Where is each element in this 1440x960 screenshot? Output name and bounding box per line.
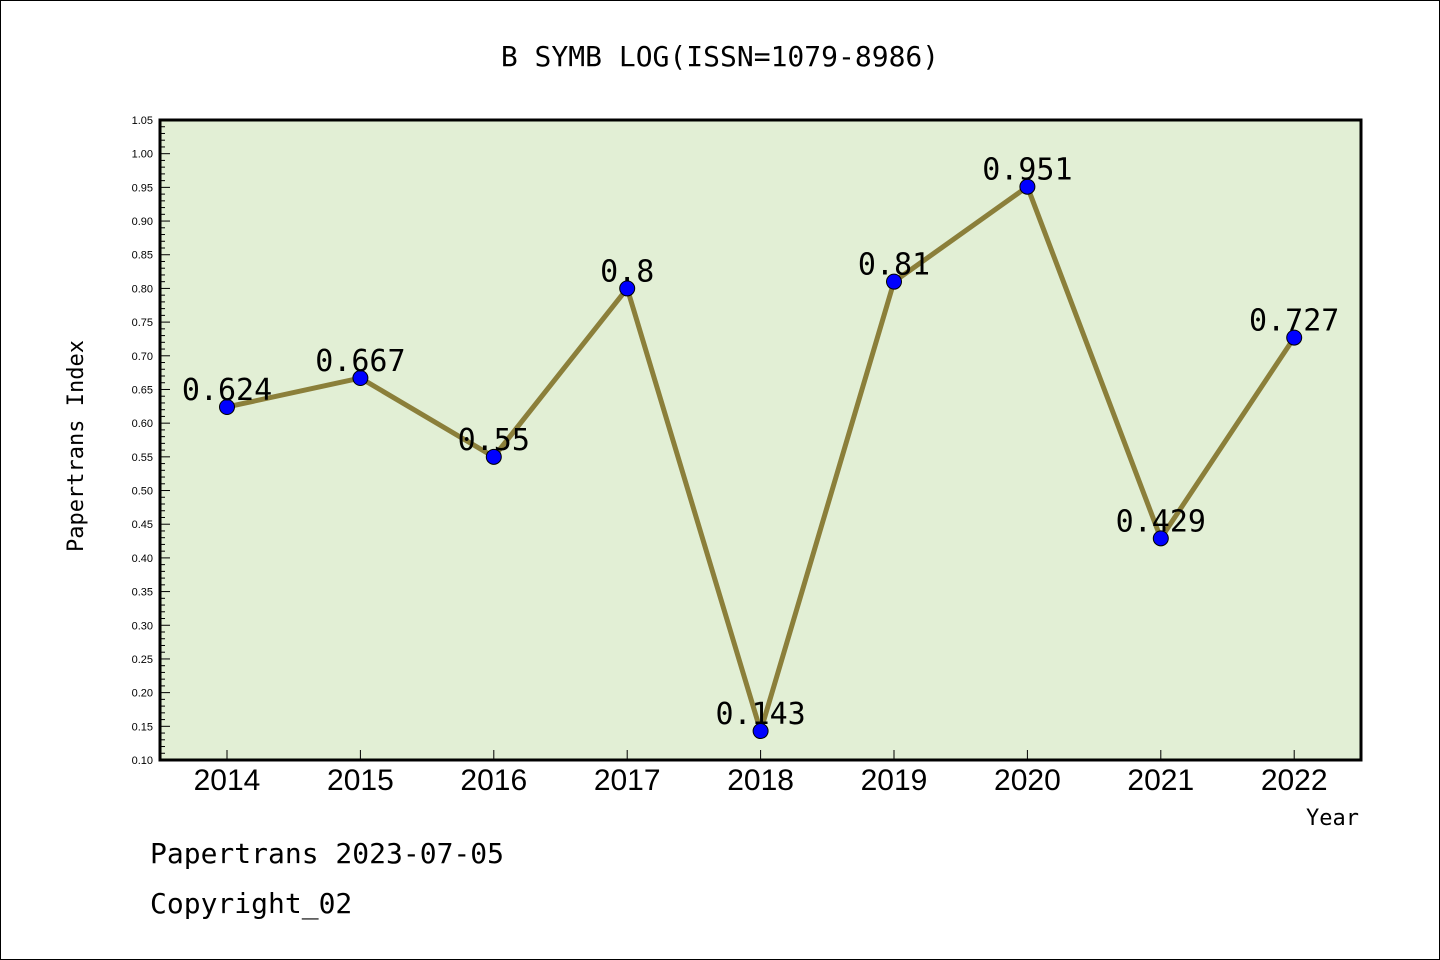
y-tick-label: 0.90 [132,216,153,228]
footer-date: Papertrans 2023-07-05 [150,837,504,870]
data-point-marker [219,398,235,415]
x-tick-label: 2019 [861,764,928,797]
y-tick-label: 0.45 [132,519,153,531]
y-tick-label: 1.00 [132,149,153,161]
data-point-marker [886,273,902,290]
x-axis-label: Year [1306,806,1359,831]
x-tick-label: 2014 [194,764,261,797]
y-tick-label: 0.75 [132,317,153,329]
data-label: 0.727 [1249,304,1339,339]
x-tick-label: 2016 [460,764,527,797]
data-label: 0.8 [600,254,654,289]
data-point-marker [1286,329,1303,346]
x-tick-label: 2015 [327,764,394,797]
footer-copyright: Copyright_02 [150,887,352,921]
y-tick-label: 0.15 [132,721,153,733]
y-tick-label: 1.05 [132,115,153,127]
data-label: 0.624 [182,373,272,408]
y-tick-label: 0.40 [132,553,153,565]
x-tick-label: 2017 [594,764,661,797]
x-tick-label: 2018 [727,764,794,797]
x-tick-label: 2022 [1261,764,1328,797]
y-tick-label: 0.50 [132,486,153,498]
x-axis-ticks: 2014 2015 2016 2017 2018 2019 2020 2021 2022 [194,750,1328,797]
data-point-marker [1019,178,1036,195]
plot-border [158,118,1363,762]
y-tick-label: 0.30 [132,620,153,632]
x-tick-label: 2020 [994,764,1061,797]
y-tick-label: 0.10 [132,755,153,767]
y-tick-label: 0.20 [132,688,153,700]
y-axis-label: Papertrans Index [64,340,89,552]
data-label: 0.429 [1116,504,1206,539]
y-tick-label: 0.55 [132,452,153,464]
data-point-marker [619,280,636,297]
data-point-marker [485,448,502,465]
y-tick-label: 0.80 [132,283,153,295]
data-label: 0.81 [858,248,930,283]
y-tick-label: 0.85 [132,250,153,262]
x-tick-label: 2021 [1127,764,1194,797]
data-label: 0.55 [458,423,530,458]
series-group: 0.624 0.667 0.55 0.8 0.143 0.81 0.951 0.429 0.72… [182,153,1339,740]
data-point-marker [352,370,369,387]
y-tick-label: 0.60 [132,418,153,430]
y-tick-label: 0.25 [132,654,153,666]
data-point-marker [1152,530,1169,547]
y-axis-ticks: 0.10 0.15 0.20 0.25 0.30 0.35 0.40 0.45 0.50 0.55… [132,115,170,767]
chart-title: B SYMB LOG(ISSN=1079-8986) [501,40,939,73]
plot-area [160,120,1361,760]
y-tick-label: 0.65 [132,384,153,396]
y-tick-label: 0.70 [132,351,153,363]
y-tick-label: 0.95 [132,182,153,194]
data-label: 0.951 [982,153,1072,188]
data-point-marker [752,723,769,740]
data-label: 0.143 [715,697,805,732]
y-tick-label: 0.35 [132,587,153,599]
data-label: 0.667 [315,344,405,379]
